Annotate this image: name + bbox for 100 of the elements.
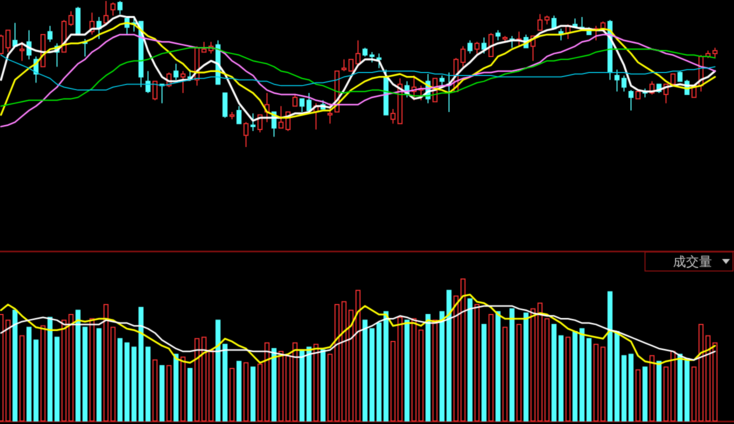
- candlestick: [496, 30, 500, 41]
- bar: [292, 342, 298, 422]
- bar: [68, 314, 74, 422]
- bar: [12, 310, 18, 422]
- candlestick: [460, 46, 466, 68]
- candlestick: [348, 58, 354, 72]
- bar: [482, 324, 486, 422]
- bar: [488, 314, 494, 422]
- bar: [650, 355, 654, 422]
- bar: [692, 366, 696, 422]
- bar: [712, 342, 718, 422]
- bar: [698, 324, 704, 422]
- candlestick: [118, 0, 122, 15]
- bar: [188, 368, 192, 422]
- candlestick: [250, 112, 256, 132]
- bar: [454, 296, 458, 422]
- bar: [202, 336, 206, 422]
- bar: [580, 328, 584, 422]
- bar: [230, 368, 234, 422]
- bar: [26, 326, 32, 422]
- candlestick: [468, 40, 472, 54]
- bar: [502, 326, 508, 422]
- candlestick: [174, 63, 178, 80]
- bar: [622, 355, 626, 422]
- bar: [306, 346, 312, 422]
- bar: [278, 350, 284, 422]
- candlestick: [390, 108, 396, 124]
- bar: [642, 366, 648, 422]
- candlestick: [236, 106, 242, 124]
- candlestick: [222, 92, 228, 118]
- bar: [684, 358, 690, 422]
- bar: [510, 308, 514, 422]
- candlestick: [244, 122, 248, 148]
- candlestick: [474, 41, 480, 54]
- candlestick: [146, 70, 150, 94]
- bar: [496, 311, 500, 422]
- bar: [320, 350, 326, 422]
- bar: [110, 326, 116, 422]
- bar: [104, 304, 108, 422]
- bar: [124, 342, 130, 422]
- candlestick: [180, 70, 186, 94]
- bar: [412, 318, 416, 422]
- candlestick: [712, 47, 718, 58]
- bar: [138, 306, 144, 422]
- candlestick: [278, 106, 284, 129]
- candlestick: [370, 52, 374, 63]
- bar: [594, 344, 598, 422]
- bar: [538, 302, 542, 422]
- bar: [362, 320, 368, 422]
- bar: [328, 354, 332, 422]
- candlestick: [328, 102, 332, 124]
- bar: [334, 304, 340, 422]
- bar: [524, 312, 528, 422]
- candlestick: [614, 69, 620, 92]
- bar: [530, 308, 536, 422]
- bar: [376, 322, 382, 422]
- bar: [146, 346, 150, 422]
- bar: [152, 359, 158, 422]
- candlestick: [300, 98, 304, 112]
- bar: [208, 350, 214, 422]
- bar: [236, 360, 242, 422]
- bar: [160, 365, 164, 422]
- bar: [628, 354, 634, 422]
- bar: [572, 331, 578, 422]
- bar: [342, 301, 346, 422]
- bar: [636, 369, 640, 422]
- bar: [384, 311, 388, 422]
- bar: [418, 330, 424, 422]
- bar: [54, 336, 60, 422]
- candlestick: [104, 0, 108, 24]
- candlestick: [342, 58, 346, 72]
- bar: [426, 314, 430, 422]
- bar: [390, 340, 396, 422]
- bar: [348, 310, 354, 422]
- candlestick: [678, 70, 682, 82]
- bar: [96, 328, 102, 422]
- bar: [678, 354, 682, 422]
- bar: [76, 310, 80, 422]
- bar: [468, 298, 472, 422]
- bar: [82, 326, 88, 422]
- bar: [440, 311, 444, 422]
- bar: [398, 316, 402, 422]
- candlestick: [202, 41, 206, 53]
- bar: [404, 320, 410, 422]
- bar: [180, 356, 186, 422]
- candlestick: [152, 80, 158, 101]
- bar: [370, 328, 374, 422]
- bar: [460, 278, 466, 422]
- candlestick: [488, 32, 494, 57]
- candlestick: [20, 41, 24, 62]
- bar: [516, 324, 522, 422]
- bar: [258, 364, 262, 422]
- bar: [264, 342, 270, 422]
- candlestick: [622, 74, 626, 92]
- bar: [48, 316, 52, 422]
- bar: [272, 348, 276, 422]
- candlestick: [440, 74, 444, 86]
- text: 成交量: [673, 254, 712, 270]
- bar: [664, 366, 668, 422]
- bar: [432, 320, 438, 422]
